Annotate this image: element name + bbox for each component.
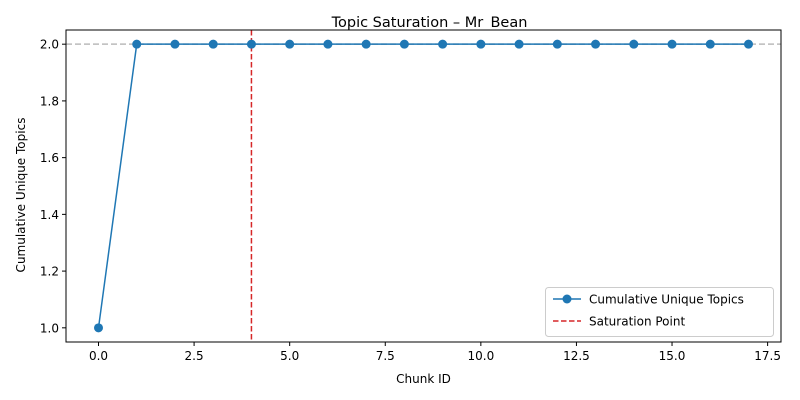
x-tick-label: 12.5 xyxy=(563,349,590,363)
data-point xyxy=(399,39,409,49)
data-point xyxy=(629,39,639,49)
plot-area: 0.0 2.5 5.0 7.5 10.0 12.5 15.0 17.5 1.0 1.2 1.4 1.6… xyxy=(40,29,782,363)
x-tick-label: 10.0 xyxy=(467,349,494,363)
data-point xyxy=(552,39,562,49)
data-point xyxy=(476,39,486,49)
data-point xyxy=(438,39,448,49)
data-point xyxy=(323,39,333,49)
x-axis-label: Chunk ID xyxy=(396,372,451,386)
data-point xyxy=(285,39,295,49)
y-tick-label: 1.2 xyxy=(40,265,59,279)
y-tick-label: 1.0 xyxy=(40,321,59,335)
x-tick-label: 5.0 xyxy=(280,349,299,363)
data-point xyxy=(94,323,103,333)
data-point xyxy=(591,39,601,49)
x-tick-label: 2.5 xyxy=(185,349,204,363)
data-point xyxy=(208,39,218,49)
x-tick-label: 15.0 xyxy=(659,349,686,363)
y-tick-label: 1.4 xyxy=(40,208,59,222)
legend-box xyxy=(545,287,774,337)
axes-frame xyxy=(65,29,782,343)
legend-marker-swatch xyxy=(562,294,572,304)
x-tick-label: 17.5 xyxy=(754,349,781,363)
data-point xyxy=(132,39,142,49)
y-tick-label: 2.0 xyxy=(40,38,59,52)
series-line xyxy=(97,43,749,328)
y-tick-label: 1.8 xyxy=(40,94,59,108)
data-point xyxy=(361,39,371,49)
legend-label-series: Cumulative Unique Topics xyxy=(589,293,744,307)
data-point xyxy=(246,39,256,49)
x-tick-label: 0.0 xyxy=(89,349,108,363)
legend: Cumulative Unique Topics Saturation Poin… xyxy=(545,287,774,337)
data-point xyxy=(667,39,677,49)
legend-label-saturation: Saturation Point xyxy=(589,315,685,329)
data-point xyxy=(744,39,753,49)
chart-title: Topic Saturation – Mr_Bean xyxy=(331,15,528,31)
y-tick-label: 1.6 xyxy=(40,151,59,165)
data-point xyxy=(705,39,715,49)
x-tick-label: 7.5 xyxy=(376,349,395,363)
data-point xyxy=(514,39,524,49)
y-axis-label: Cumulative Unique Topics xyxy=(14,118,28,273)
data-point xyxy=(170,39,180,49)
